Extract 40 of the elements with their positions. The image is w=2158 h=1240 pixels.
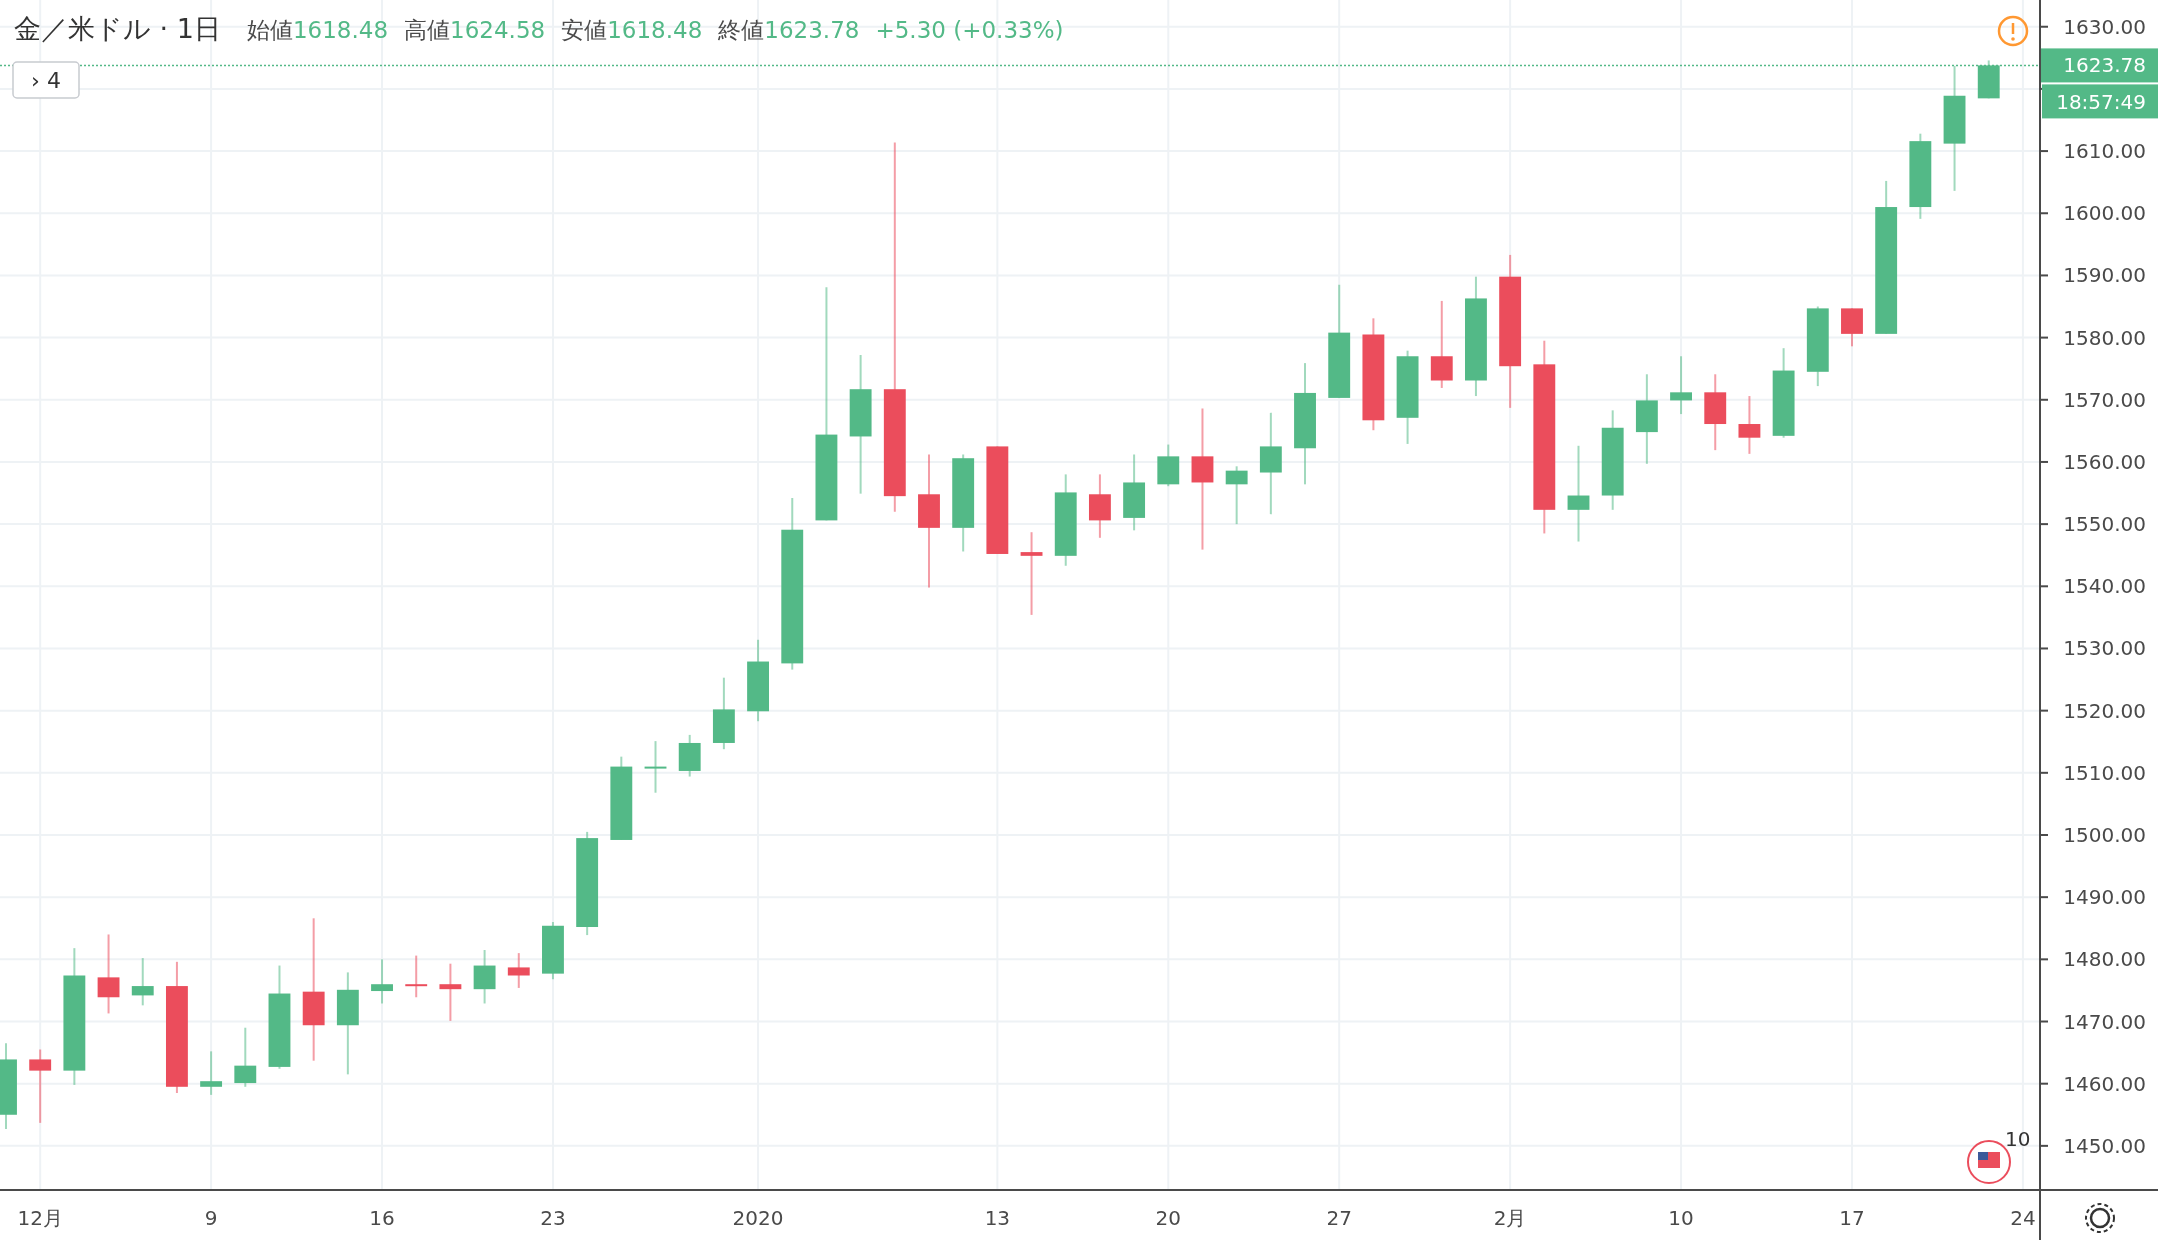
x-tick-label: 13 [984,1206,1011,1230]
x-tick-label: 2月 [1493,1206,1527,1230]
text: 金／米ドル · 1日 [14,13,221,44]
y-tick-label: 1570.00 [2063,387,2146,412]
y-tick-label: 1480.00 [2063,947,2146,972]
x-tick-label: 16 [369,1206,395,1230]
annotation: 始値1618.48 [246,17,389,43]
y-tick-label: 1540.00 [2063,574,2146,599]
x-tick-label: 23 [540,1206,566,1230]
y-tick-label: 1610.00 [2063,139,2146,164]
x-tick-label: 17 [1839,1206,1865,1230]
y-tick-label: 1550.00 [2063,512,2146,537]
annotation: 安値1618.48 [561,17,703,43]
x-tick-label: 27 [1326,1206,1352,1230]
y-tick-label: 1510.00 [2063,760,2146,785]
y-tick-label: 1450.00 [2063,1133,2146,1158]
y-tick-label: 1600.00 [2063,201,2146,226]
x-tick-label: 2020 [732,1206,784,1230]
y-tick-label: 1460.00 [2063,1071,2146,1096]
y-tick-label: 1470.00 [2063,1009,2146,1034]
y-tick-label: 1500.00 [2063,822,2146,847]
text: 18:57:49 [2056,90,2146,115]
x-tick-label: 9 [204,1206,218,1230]
x-tick-label: 24 [2010,1206,2036,1230]
x-tick-label: 20 [1155,1206,1182,1230]
ref-line-label: 1623.78 [2063,53,2146,78]
y-tick-label: 1630.00 [2063,14,2146,39]
y-tick-label: 1560.00 [2063,449,2146,474]
y-tick-label: 1490.00 [2063,885,2146,910]
y-tick-label: 1590.00 [2063,263,2146,288]
x-tick-label: 10 [1668,1206,1694,1230]
annotation: › 4 [31,68,61,93]
y-tick-label: 1520.00 [2063,698,2146,723]
annotation: 高値1624.58 [404,17,546,43]
x-tick-label: 12月 [17,1206,63,1230]
annotation: +5.30 (+0.33%) [875,17,1064,43]
y-tick-label: 1530.00 [2063,636,2146,661]
y-tick-label: 1580.00 [2063,325,2146,350]
annotation: 終値1623.78 [717,17,860,43]
annotation: 10 [2005,1127,2031,1151]
